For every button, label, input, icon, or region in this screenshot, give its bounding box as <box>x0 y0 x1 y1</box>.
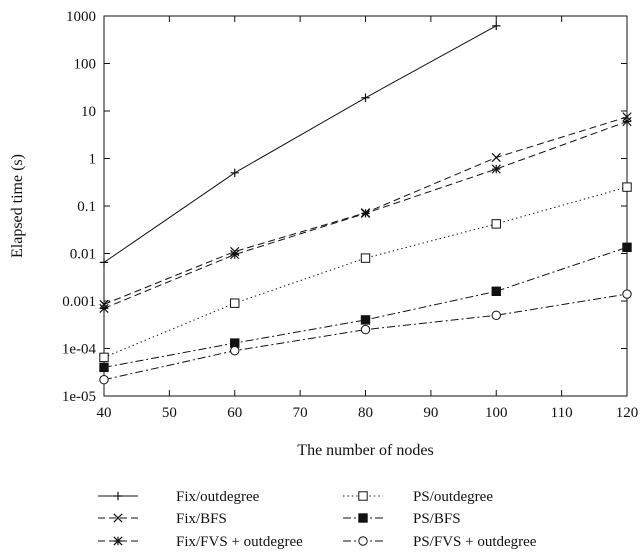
y-tick-label: 100 <box>74 57 97 73</box>
data-point <box>622 182 632 192</box>
legend-marker <box>358 513 368 523</box>
y-tick-label: 0.1 <box>77 199 96 215</box>
legend-marker <box>113 491 123 501</box>
x-tick-label: 100 <box>485 405 508 421</box>
y-tick-label: 1e-05 <box>62 389 96 405</box>
legend-item: PS/FVS + outdegree <box>343 534 537 550</box>
legend-marker <box>358 491 368 501</box>
x-tick-label: 80 <box>358 405 373 421</box>
data-point <box>361 93 370 102</box>
x-tick-label: 120 <box>616 405 639 421</box>
data-point <box>230 345 240 356</box>
x-tick-label: 90 <box>423 405 438 421</box>
y-tick-label: 0.01 <box>70 247 96 263</box>
legend-item: Fix/outdegree <box>98 489 260 505</box>
data-point <box>492 21 501 31</box>
series-3 <box>99 116 632 313</box>
axes: 40 50 60 70 80 90 100 110 1201e-051e-040.0010.01… <box>62 9 638 421</box>
data-point <box>99 258 109 267</box>
x-tick-label: 70 <box>293 405 308 421</box>
data-point <box>622 242 632 253</box>
legend-label: Fix/outdegree <box>176 489 260 505</box>
x-tick-label: 110 <box>551 405 573 421</box>
data-point <box>360 315 371 325</box>
data-point <box>99 362 109 373</box>
x-tick-label: 60 <box>227 405 242 421</box>
data-point <box>622 116 632 127</box>
series-4 <box>99 182 632 363</box>
legend-label: PS/BFS <box>413 511 461 527</box>
y-tick-label: 1000 <box>66 9 96 25</box>
legend-item: PS/outdegree <box>343 489 493 505</box>
data-point <box>622 289 632 299</box>
legend-label: PS/outdegree <box>413 489 493 505</box>
legend-marker <box>113 536 123 546</box>
data-point <box>99 303 109 313</box>
data-point <box>491 152 501 163</box>
series-1 <box>99 21 501 267</box>
data-point <box>491 164 501 174</box>
y-tick-label: 1 <box>89 152 97 168</box>
legend-marker <box>358 536 368 546</box>
data-point <box>360 208 371 218</box>
data-point <box>360 253 371 263</box>
legend-item: PS/BFS <box>343 511 461 527</box>
series-line <box>103 246 628 368</box>
data-point <box>230 298 240 308</box>
data-point <box>491 286 501 297</box>
legend-item: Fix/BFS <box>98 511 227 527</box>
legend-item: Fix/FVS + outdegree <box>98 534 303 550</box>
legend: Fix/outdegree Fix/BFS Fix/FVS + outdegree P… <box>98 489 537 550</box>
y-tick-label: 0.001 <box>62 294 96 310</box>
y-tick-label: 1e-04 <box>62 342 97 358</box>
x-tick-label: 40 <box>97 405 112 421</box>
plot-frame <box>103 15 628 397</box>
series-6 <box>99 289 632 385</box>
data-point <box>360 324 371 335</box>
legend-label: PS/FVS + outdegree <box>413 534 537 550</box>
legend-label: Fix/BFS <box>176 511 227 527</box>
y-tick-label: 10 <box>81 104 96 120</box>
y-axis-label: Elapsed time (s) <box>9 154 26 258</box>
series-5 <box>99 242 632 373</box>
data-point <box>99 352 109 363</box>
data-point <box>230 168 239 177</box>
data-point <box>99 375 109 385</box>
data-point <box>622 112 632 122</box>
series-line <box>103 293 628 381</box>
x-axis-label: The number of nodes <box>297 442 433 459</box>
series-line <box>103 25 497 263</box>
data-point <box>230 249 240 260</box>
x-tick-label: 50 <box>162 405 177 421</box>
legend-label: Fix/FVS + outdegree <box>176 534 303 550</box>
plot-area <box>103 15 628 397</box>
series-layer <box>99 21 632 385</box>
data-point <box>491 219 501 229</box>
legend-marker <box>113 513 123 523</box>
data-point <box>491 310 501 320</box>
